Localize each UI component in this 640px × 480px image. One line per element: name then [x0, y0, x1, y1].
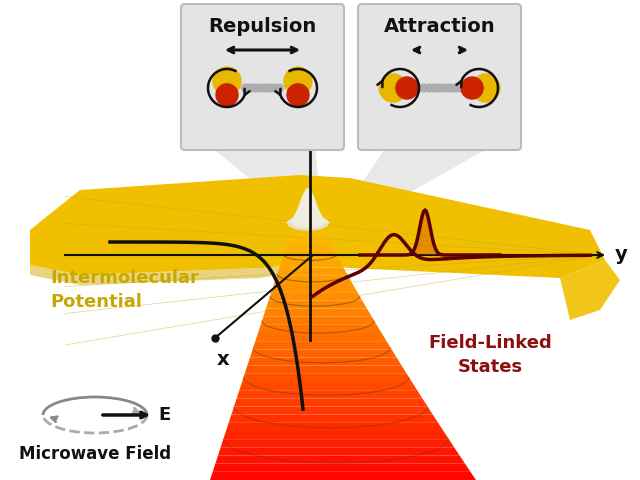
Circle shape — [472, 74, 500, 102]
Polygon shape — [223, 431, 449, 439]
Circle shape — [435, 84, 444, 92]
Circle shape — [276, 84, 284, 92]
Circle shape — [261, 84, 269, 92]
Text: Intermolecular
Potential: Intermolecular Potential — [50, 269, 199, 311]
Circle shape — [256, 84, 264, 92]
Polygon shape — [285, 243, 335, 252]
Circle shape — [379, 74, 407, 102]
Polygon shape — [253, 341, 392, 349]
Polygon shape — [226, 423, 444, 431]
Circle shape — [430, 84, 438, 92]
Circle shape — [251, 84, 259, 92]
Polygon shape — [218, 447, 460, 456]
Polygon shape — [30, 262, 308, 285]
Polygon shape — [360, 210, 500, 255]
Polygon shape — [286, 188, 330, 223]
Polygon shape — [210, 472, 476, 480]
Circle shape — [456, 84, 465, 92]
Polygon shape — [338, 146, 492, 218]
Text: E: E — [158, 406, 170, 424]
Polygon shape — [212, 464, 470, 472]
Polygon shape — [258, 325, 381, 333]
Polygon shape — [231, 407, 433, 415]
Text: Repulsion: Repulsion — [209, 16, 317, 36]
Circle shape — [271, 84, 278, 92]
Circle shape — [246, 84, 254, 92]
Polygon shape — [269, 292, 362, 300]
Polygon shape — [210, 146, 322, 218]
Text: y: y — [615, 245, 628, 264]
Polygon shape — [266, 300, 367, 309]
Circle shape — [446, 84, 454, 92]
Polygon shape — [276, 268, 348, 276]
Text: Field-Linked
States: Field-Linked States — [428, 334, 552, 376]
Circle shape — [216, 84, 238, 106]
Ellipse shape — [288, 216, 328, 230]
Polygon shape — [242, 374, 412, 382]
Circle shape — [441, 84, 449, 92]
Text: Attraction: Attraction — [384, 16, 495, 36]
Polygon shape — [234, 398, 428, 407]
Polygon shape — [287, 235, 330, 243]
Circle shape — [241, 84, 250, 92]
Circle shape — [420, 84, 428, 92]
Polygon shape — [271, 284, 357, 292]
Polygon shape — [30, 175, 605, 278]
Text: x: x — [217, 350, 229, 369]
Circle shape — [461, 77, 483, 99]
Circle shape — [266, 84, 274, 92]
Polygon shape — [279, 260, 344, 268]
Polygon shape — [237, 390, 422, 398]
Polygon shape — [221, 439, 454, 447]
Circle shape — [425, 84, 433, 92]
Polygon shape — [282, 252, 339, 260]
Polygon shape — [239, 382, 417, 390]
Polygon shape — [560, 260, 620, 320]
FancyBboxPatch shape — [181, 4, 344, 150]
Circle shape — [284, 67, 312, 95]
Polygon shape — [250, 349, 397, 358]
Circle shape — [287, 84, 309, 106]
Polygon shape — [215, 456, 465, 464]
Polygon shape — [255, 333, 387, 341]
FancyBboxPatch shape — [358, 4, 521, 150]
Circle shape — [213, 67, 241, 95]
Polygon shape — [228, 415, 438, 423]
Polygon shape — [260, 317, 377, 325]
Circle shape — [451, 84, 459, 92]
Polygon shape — [244, 366, 407, 374]
Polygon shape — [263, 309, 372, 317]
Circle shape — [396, 77, 418, 99]
Ellipse shape — [294, 218, 322, 228]
Circle shape — [415, 84, 422, 92]
Text: Microwave Field: Microwave Field — [19, 445, 171, 463]
Polygon shape — [247, 358, 402, 366]
Polygon shape — [274, 276, 353, 284]
